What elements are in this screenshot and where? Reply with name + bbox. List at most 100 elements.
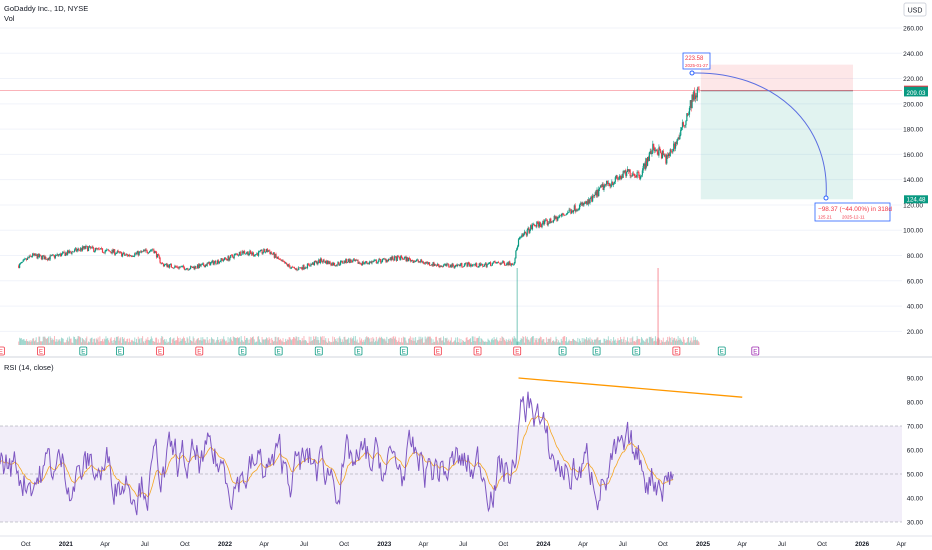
- volume-bar: [120, 337, 122, 345]
- volume-bar: [483, 341, 485, 345]
- price-label-badge[interactable]: [904, 195, 928, 204]
- candle-body: [568, 209, 570, 213]
- price-axis[interactable]: 260.00240.00220.00200.00180.00160.00140.…: [903, 26, 928, 336]
- candle-body: [75, 248, 77, 252]
- candle-body: [480, 264, 482, 266]
- volume-bar: [209, 338, 211, 345]
- candle-body: [147, 252, 149, 254]
- candle-body: [319, 258, 322, 264]
- earnings-marker[interactable]: [0, 346, 5, 356]
- volume-bar: [632, 336, 634, 345]
- earnings-marker-label: E: [720, 350, 724, 356]
- projection-end-box[interactable]: [814, 202, 891, 222]
- volume-bar: [202, 337, 204, 345]
- earnings-marker[interactable]: [473, 346, 482, 356]
- volume-bar: [142, 336, 144, 345]
- earnings-marker[interactable]: [37, 346, 45, 356]
- earnings-marker[interactable]: [238, 346, 247, 356]
- volume-bar: [436, 336, 438, 345]
- candle-body: [549, 218, 551, 224]
- volume-bar: [43, 336, 45, 345]
- volume-bar: [70, 338, 72, 345]
- candle-body: [444, 263, 446, 265]
- volume-bar: [307, 342, 309, 345]
- candle-body: [616, 175, 618, 179]
- volume-bar: [472, 336, 474, 345]
- candle-body: [534, 225, 536, 226]
- volume-bar: [572, 338, 574, 345]
- volume-bar: [610, 339, 612, 345]
- candle-body: [445, 263, 447, 266]
- volume-bar: [494, 339, 496, 345]
- earnings-marker[interactable]: [513, 346, 522, 356]
- rsi-title[interactable]: RSI (14, close): [4, 363, 54, 372]
- symbol-title[interactable]: GoDaddy Inc., 1D, NYSE: [4, 4, 88, 13]
- volume-bar: [143, 342, 145, 345]
- projection-start-box[interactable]: [682, 52, 711, 70]
- candle-body: [640, 176, 642, 179]
- volume-bar: [81, 338, 83, 345]
- earnings-marker[interactable]: [156, 346, 164, 356]
- position-target-zone[interactable]: [700, 90, 853, 200]
- projection-start-handle[interactable]: [689, 70, 695, 76]
- candle-body: [648, 152, 650, 161]
- earnings-marker-label: E: [402, 350, 406, 356]
- earnings-marker[interactable]: [274, 346, 283, 356]
- earnings-marker[interactable]: [433, 346, 442, 356]
- price-tick-label: 220.00: [903, 76, 923, 83]
- earnings-marker[interactable]: [751, 346, 760, 356]
- projection-end-handle[interactable]: [823, 195, 829, 201]
- volume-bar: [150, 336, 152, 345]
- volume-bar: [640, 337, 642, 345]
- earnings-marker[interactable]: [592, 346, 601, 356]
- candle-body: [21, 262, 23, 263]
- earnings-marker[interactable]: [632, 346, 641, 356]
- candle-body: [196, 264, 199, 269]
- volume-bar: [486, 341, 488, 345]
- earnings-marker[interactable]: [399, 346, 408, 356]
- candle-body: [462, 266, 464, 268]
- candle-body: [566, 212, 568, 214]
- candle-body: [560, 215, 562, 217]
- candle-body: [125, 254, 127, 256]
- volume-bar: [635, 340, 637, 345]
- rsi-tick-label: 60.00: [907, 448, 924, 455]
- volume-bar: [18, 341, 20, 345]
- earnings-marker[interactable]: [116, 346, 124, 356]
- candle-body: [41, 256, 43, 260]
- volume-bar: [545, 342, 547, 345]
- candle-body: [388, 259, 391, 260]
- candle-body: [91, 246, 93, 248]
- currency-button[interactable]: [903, 2, 927, 17]
- earnings-marker[interactable]: [354, 346, 363, 356]
- volume-bar: [551, 342, 553, 345]
- candle-body: [336, 264, 338, 266]
- volume-bar: [182, 338, 184, 345]
- earnings-marker[interactable]: [314, 346, 323, 356]
- candle-body: [698, 89, 700, 90]
- earnings-marker[interactable]: [717, 346, 726, 356]
- position-box[interactable]: [700, 64, 853, 200]
- position-stop-zone[interactable]: [700, 64, 853, 91]
- price-label-badge[interactable]: [904, 88, 928, 97]
- candle-body: [89, 246, 91, 249]
- price-candles[interactable]: [18, 86, 700, 272]
- volume-bar: [286, 341, 288, 345]
- candle-body: [183, 267, 186, 270]
- earnings-marker[interactable]: [79, 346, 88, 356]
- volume-bar: [613, 337, 615, 345]
- candle-body: [434, 264, 436, 266]
- earnings-marker[interactable]: [195, 346, 204, 356]
- time-axis[interactable]: Oct 2021 Apr Jul Oct 2022 Apr Jul Oct 2023 Apr Jul O…: [0, 535, 932, 548]
- candle-body: [378, 259, 380, 262]
- earnings-marker[interactable]: [672, 346, 681, 356]
- volume-bar: [23, 338, 25, 345]
- earnings-marker[interactable]: [558, 346, 567, 356]
- candle-body: [214, 260, 216, 263]
- volume-bar: [21, 339, 23, 345]
